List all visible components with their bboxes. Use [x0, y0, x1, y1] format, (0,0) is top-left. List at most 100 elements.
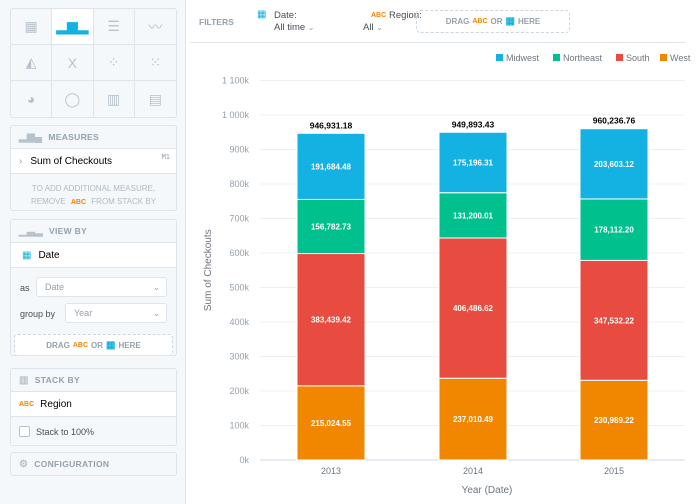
- bar-segment-south: [438, 237, 508, 379]
- pie-chart-icon[interactable]: ◕: [11, 81, 53, 117]
- filters-bar: FILTERS ▦ Date: All time ⌄ ABC Region: All…: [190, 0, 685, 43]
- here-text: HERE: [517, 17, 541, 26]
- bar-segment-midwest: [579, 128, 649, 200]
- calendar-icon: ▦: [505, 16, 515, 27]
- filter-drop-zone[interactable]: DRAG ABC OR ▦ HERE: [416, 10, 570, 33]
- heatmap-icon[interactable]: ▤: [148, 90, 162, 107]
- attribute-icon: ABC: [70, 199, 87, 206]
- x-tick-label: 2014: [463, 466, 483, 476]
- data-label: 131,200.01: [453, 211, 494, 220]
- region-filter-label: Region:: [389, 10, 422, 21]
- bar-segment-south: [296, 253, 366, 387]
- y-tick-label: 1 000k: [222, 110, 250, 120]
- measures-note: TO ADD ADDITIONAL MEASURE, REMOVE ABC FRO…: [11, 174, 176, 210]
- attribute-icon: ABC: [72, 341, 89, 349]
- visualization-type-picker: ▦ ▂▆▂ ☰ 〰 ◭ X ⁘ ⁙ ◕ ◯ ▥ ▤: [10, 8, 177, 118]
- region-filter[interactable]: Region: All ⌄: [363, 10, 422, 34]
- or-text: OR: [490, 17, 503, 26]
- chevron-down-icon: ⌄: [307, 23, 315, 32]
- data-label: 383,439.42: [311, 316, 352, 325]
- table-icon[interactable]: ▦: [11, 9, 53, 45]
- donut-chart-icon[interactable]: ◯: [52, 81, 94, 117]
- checkbox-label: Stack to 100%: [36, 426, 95, 437]
- data-label: 215,024.55: [311, 419, 352, 428]
- date-filter-value: All time: [274, 22, 306, 33]
- total-label: 946,931.18: [310, 120, 353, 130]
- data-label: 178,112.20: [594, 226, 634, 235]
- measure-label: Sum of Checkouts: [30, 155, 113, 167]
- attribute-icon: ABC: [472, 18, 488, 25]
- stack-by-title: STACK BY: [34, 375, 80, 385]
- data-label: 156,782.73: [311, 222, 352, 231]
- bubble-chart-icon[interactable]: ⁙: [134, 45, 176, 81]
- stacked-column-chart: 0k 100k 200k 300k 400k 500k 600k 700k 800k 900k 1 …: [203, 53, 691, 496]
- bar-segment-northeast: [438, 192, 508, 239]
- date-filter[interactable]: Date: All time ⌄: [274, 10, 315, 34]
- data-label: 203,603.12: [594, 160, 635, 169]
- checkbox[interactable]: [19, 426, 30, 437]
- y-tick-label: 1 100k: [222, 76, 250, 86]
- measure-item[interactable]: › Sum of Checkouts M1: [11, 149, 176, 174]
- chevron-right-icon[interactable]: ›: [19, 155, 23, 167]
- data-label: 347,532.22: [594, 316, 635, 325]
- treemap-icon[interactable]: ▥: [94, 81, 135, 117]
- scatter-plot-icon[interactable]: ⁘: [93, 45, 135, 81]
- chevron-down-icon: ⌄: [376, 23, 383, 32]
- y-tick-label: 600k: [229, 248, 249, 258]
- x-tick-label: 2015: [604, 466, 624, 476]
- total-label: 949,893.43: [452, 119, 495, 129]
- select-value: Date: [45, 282, 65, 292]
- view-by-drop-zone[interactable]: DRAG ABC OR ▦ HERE: [14, 334, 173, 355]
- legend-item: South: [626, 53, 650, 63]
- drag-text: DRAG: [445, 17, 470, 26]
- note-line: TO ADD ADDITIONAL MEASURE,: [31, 184, 156, 193]
- legend-swatch-south: [616, 54, 623, 61]
- y-tick-label: 200k: [229, 386, 249, 396]
- region-filter-value: All: [363, 22, 374, 33]
- y-tick-label: 700k: [229, 214, 249, 224]
- y-tick-label: 800k: [229, 179, 249, 189]
- attribute-icon: ABC: [19, 400, 35, 408]
- attribute-icon: ABC: [371, 12, 387, 19]
- stack-by-icon: ▥: [19, 374, 29, 386]
- y-tick-label: 900k: [229, 145, 249, 155]
- view-by-icon: ▁▃▂: [19, 225, 43, 237]
- bar-segment-northeast: [296, 198, 366, 255]
- data-label: 230,989.22: [594, 416, 635, 425]
- x-tick-label: 2013: [321, 466, 341, 476]
- x-axis-title: Year (Date): [462, 485, 513, 496]
- measure-tag: M1: [161, 153, 170, 161]
- date-filter-label: Date:: [274, 10, 297, 21]
- y-tick-label: 400k: [229, 317, 249, 327]
- area-chart-icon[interactable]: ◭: [11, 45, 53, 81]
- measures-section: ▂▆▄ MEASURES › Sum of Checkouts M1 TO ADD A…: [10, 125, 177, 211]
- headline-icon[interactable]: X: [52, 45, 94, 81]
- column-chart-icon[interactable]: ▂▆▂: [52, 9, 94, 45]
- legend-swatch-northeast: [553, 54, 560, 61]
- data-label: 406,486.62: [453, 304, 494, 313]
- view-by-section: ▁▃▂ VIEW BY ▦ Date as Date ⌄ group by Year ⌄…: [10, 219, 177, 356]
- measures-title: MEASURES: [48, 132, 99, 142]
- bar-chart-icon[interactable]: ☰: [93, 9, 135, 45]
- stack-to-100-checkbox[interactable]: Stack to 100%: [11, 417, 176, 445]
- configuration-section[interactable]: ⚙ CONFIGURATION: [10, 452, 177, 476]
- chevron-down-icon: ⌄: [153, 282, 160, 292]
- stack-by-item[interactable]: ABC Region: [11, 392, 176, 417]
- bar-segment-midwest: [296, 132, 366, 200]
- legend-item: West: [670, 53, 691, 63]
- view-by-item[interactable]: ▦ Date: [11, 243, 176, 268]
- group-by-select[interactable]: Year ⌄: [65, 303, 167, 323]
- y-tick-label: 300k: [229, 352, 249, 362]
- line-chart-icon[interactable]: 〰: [134, 9, 176, 45]
- legend-swatch-midwest: [496, 54, 503, 61]
- chevron-down-icon: ⌄: [153, 308, 160, 318]
- note-text: FROM STACK BY: [91, 197, 157, 206]
- as-label: as: [20, 283, 30, 293]
- y-tick-label: 0k: [239, 455, 249, 465]
- date-dimension-select[interactable]: Date ⌄: [36, 277, 167, 297]
- bar-segment-west: [438, 377, 508, 461]
- stack-by-label: Region: [40, 398, 72, 410]
- view-by-title: VIEW BY: [48, 226, 87, 236]
- y-tick-label: 500k: [229, 283, 249, 293]
- bar-segment-midwest: [438, 131, 508, 194]
